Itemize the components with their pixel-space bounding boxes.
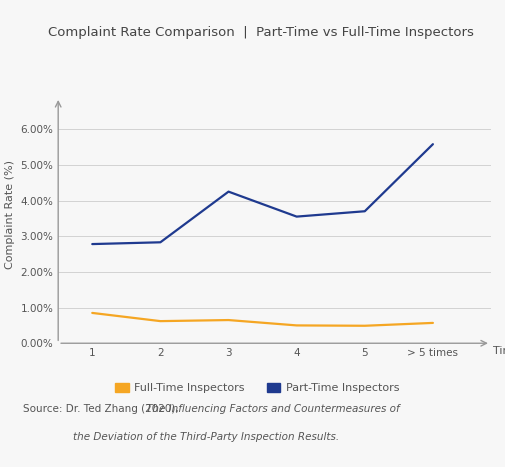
Text: the Deviation of the Third-Party Inspection Results.: the Deviation of the Third-Party Inspect… <box>73 432 339 442</box>
Text: The Influencing Factors and Countermeasures of: The Influencing Factors and Countermeasu… <box>146 404 399 414</box>
Legend: Full-Time Inspectors, Part-Time Inspectors: Full-Time Inspectors, Part-Time Inspecto… <box>111 378 403 398</box>
Text: Times: Times <box>492 346 505 355</box>
Text: Source: Dr. Ted Zhang (2020),: Source: Dr. Ted Zhang (2020), <box>23 404 181 414</box>
Y-axis label: Complaint Rate (%): Complaint Rate (%) <box>5 160 15 269</box>
Text: Complaint Rate Comparison  |  Part-Time vs Full-Time Inspectors: Complaint Rate Comparison | Part-Time vs… <box>48 26 473 39</box>
